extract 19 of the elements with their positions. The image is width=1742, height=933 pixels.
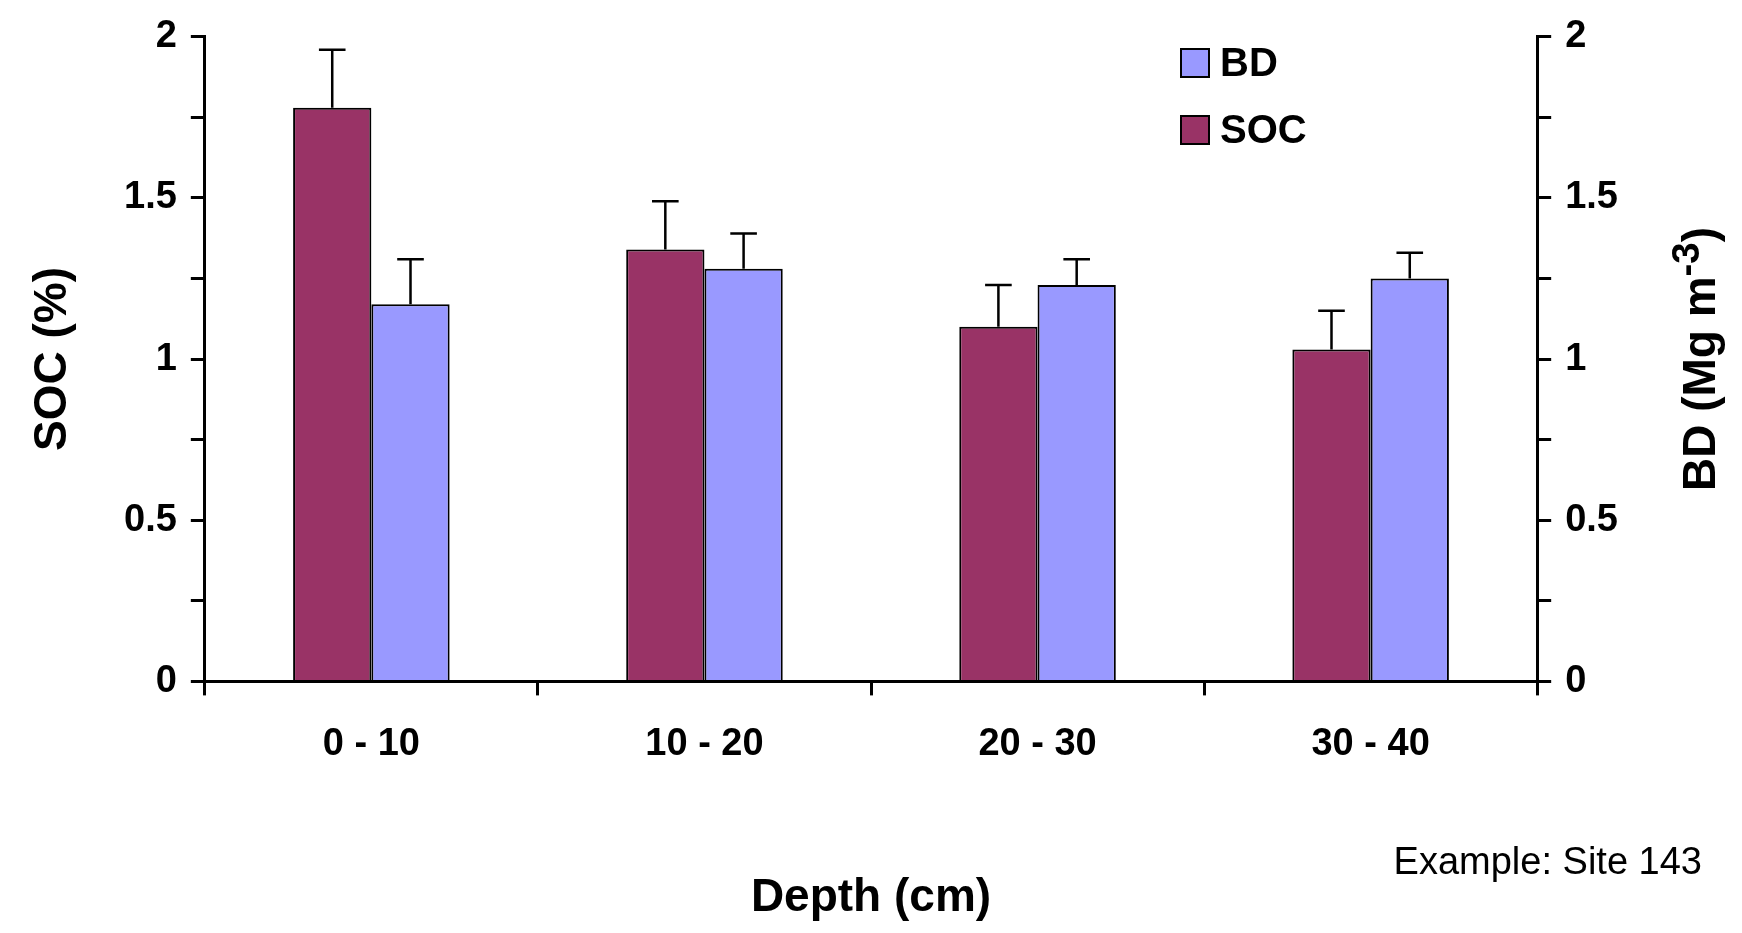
y2-tick-label: 1.5 xyxy=(1565,174,1618,217)
y-tick-label: 1 xyxy=(155,335,177,378)
y-tick-label: 0.5 xyxy=(124,496,177,539)
y2-tick-label: 2 xyxy=(1565,13,1587,56)
x-tick-label: 10 - 20 xyxy=(645,720,764,763)
text: Example: Site 143 xyxy=(1393,840,1702,883)
y-axis-title: SOC (%) xyxy=(23,267,77,452)
y2-tick-label: 0.5 xyxy=(1565,496,1618,539)
x-tick-label: 20 - 30 xyxy=(978,720,1097,763)
x-tick-label: 30 - 40 xyxy=(1311,720,1430,763)
y-tick-label: 2 xyxy=(155,13,177,56)
y2-tick-label: 1 xyxy=(1565,335,1587,378)
legend-label: BD xyxy=(1220,40,1278,85)
y-tick-label: 0 xyxy=(155,657,177,700)
x-axis-title: Depth (cm) xyxy=(750,868,992,922)
x-tick-label: 0 - 10 xyxy=(322,720,420,763)
legend-label: SOC xyxy=(1220,107,1307,152)
y-tick-label: 1.5 xyxy=(124,174,177,217)
y2-tick-label: 0 xyxy=(1565,657,1587,700)
